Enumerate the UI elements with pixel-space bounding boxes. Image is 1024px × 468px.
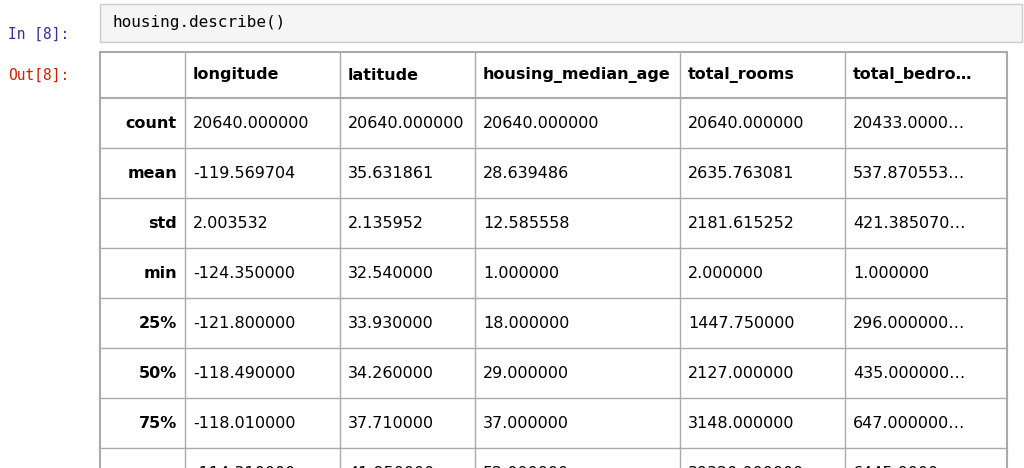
Text: 18.000000: 18.000000	[483, 315, 569, 330]
Bar	[100, 4, 1022, 42]
Text: -121.800000: -121.800000	[193, 315, 295, 330]
Text: 37.710000: 37.710000	[348, 416, 434, 431]
Text: 25%: 25%	[138, 315, 177, 330]
Text: std: std	[148, 215, 177, 231]
Text: In [8]:: In [8]:	[8, 27, 70, 42]
Text: 20640.000000: 20640.000000	[193, 116, 309, 131]
Text: 32.540000: 32.540000	[348, 265, 434, 280]
Text: min: min	[143, 265, 177, 280]
Text: 1.000000: 1.000000	[483, 265, 559, 280]
Text: latitude: latitude	[348, 67, 419, 82]
Text: -118.490000: -118.490000	[193, 366, 295, 380]
Text: 20640.000000: 20640.000000	[483, 116, 599, 131]
Text: 35.631861: 35.631861	[348, 166, 434, 181]
Text: 3148.000000: 3148.000000	[688, 416, 795, 431]
Text: total_bedro…: total_bedro…	[853, 67, 973, 83]
Text: total_rooms: total_rooms	[688, 67, 795, 83]
Text: count: count	[126, 116, 177, 131]
Text: 537.870553…: 537.870553…	[853, 166, 966, 181]
Text: 296.000000…: 296.000000…	[853, 315, 966, 330]
Text: 2.000000: 2.000000	[688, 265, 764, 280]
Text: 435.000000…: 435.000000…	[853, 366, 966, 380]
Text: -119.569704: -119.569704	[193, 166, 295, 181]
Text: -114.310000: -114.310000	[193, 466, 295, 468]
Text: 12.585558: 12.585558	[483, 215, 569, 231]
Text: 50%: 50%	[138, 366, 177, 380]
Text: 6445.0000…: 6445.0000…	[853, 466, 955, 468]
Text: Out[8]:: Out[8]:	[8, 67, 70, 82]
Text: housing.describe(): housing.describe()	[112, 15, 286, 30]
Text: 29.000000: 29.000000	[483, 366, 569, 380]
Text: 75%: 75%	[138, 416, 177, 431]
Text: 2.135952: 2.135952	[348, 215, 424, 231]
Text: 20640.000000: 20640.000000	[688, 116, 805, 131]
Text: 39320.000000: 39320.000000	[688, 466, 804, 468]
Text: 20640.000000: 20640.000000	[348, 116, 465, 131]
Text: 647.000000…: 647.000000…	[853, 416, 966, 431]
Text: max: max	[139, 466, 177, 468]
Text: 421.385070…: 421.385070…	[853, 215, 966, 231]
Bar	[100, 52, 1007, 468]
Text: 33.930000: 33.930000	[348, 315, 434, 330]
Text: -118.010000: -118.010000	[193, 416, 296, 431]
Text: 37.000000: 37.000000	[483, 416, 569, 431]
Text: 1.000000: 1.000000	[853, 265, 929, 280]
Text: -124.350000: -124.350000	[193, 265, 295, 280]
Text: 20433.0000…: 20433.0000…	[853, 116, 966, 131]
Text: longitude: longitude	[193, 67, 280, 82]
Text: 2.003532: 2.003532	[193, 215, 268, 231]
Text: mean: mean	[127, 166, 177, 181]
Text: 52.000000: 52.000000	[483, 466, 569, 468]
Text: 1447.750000: 1447.750000	[688, 315, 795, 330]
Text: 41.950000: 41.950000	[348, 466, 434, 468]
Text: 28.639486: 28.639486	[483, 166, 569, 181]
Text: 2127.000000: 2127.000000	[688, 366, 795, 380]
Text: 2181.615252: 2181.615252	[688, 215, 795, 231]
Text: 34.260000: 34.260000	[348, 366, 434, 380]
Text: 2635.763081: 2635.763081	[688, 166, 795, 181]
Text: housing_median_age: housing_median_age	[483, 67, 671, 83]
